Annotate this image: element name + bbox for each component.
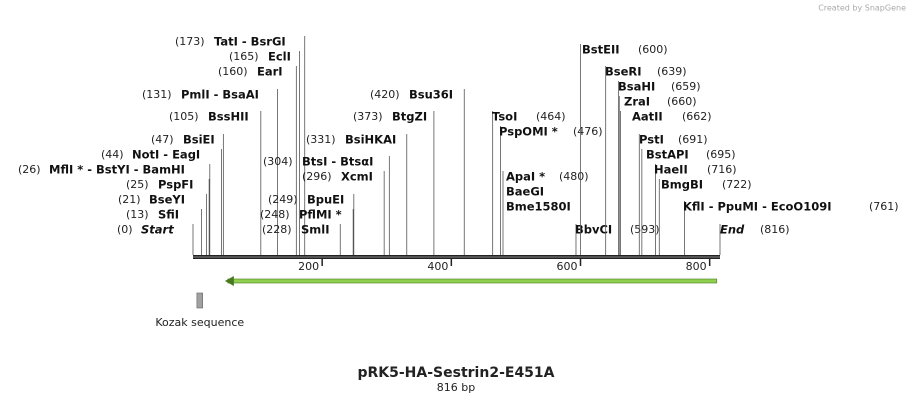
- site-name: AatII: [632, 110, 663, 124]
- site-position: (722): [722, 178, 752, 191]
- site-position: (249): [268, 193, 298, 206]
- site-name: KflI - PpuMI - EcoO109I: [683, 200, 831, 214]
- site-position: (13): [126, 208, 149, 221]
- watermark: Created by SnapGene: [818, 4, 906, 13]
- site-position: (662): [682, 110, 712, 123]
- site-position: (420): [370, 88, 400, 101]
- subtitle: 816 bp: [437, 381, 475, 394]
- ruler-label: 600: [557, 260, 578, 273]
- orf-arrowhead: [224, 276, 234, 286]
- site-name: XcmI: [341, 170, 373, 184]
- ruler-label: 800: [686, 260, 707, 273]
- site-name: BsiEI: [183, 133, 215, 147]
- site-position: (25): [126, 178, 149, 191]
- site-name: End: [720, 223, 745, 237]
- site-position: (660): [667, 95, 697, 108]
- site-position: (639): [657, 65, 687, 78]
- site-position: (695): [706, 148, 736, 161]
- site-name: BstEII: [582, 43, 620, 57]
- title: pRK5-HA-Sestrin2-E451A: [357, 365, 554, 381]
- site-position: (600): [638, 43, 668, 56]
- site-position: (44): [101, 148, 124, 161]
- site-name: SmlI: [301, 223, 330, 237]
- site-name: SfiI: [158, 208, 179, 222]
- site-name: BsiHKAI: [345, 133, 396, 147]
- site-position: (373): [353, 110, 383, 123]
- site-name: ApaI *: [506, 170, 545, 184]
- site-position: (593): [630, 223, 660, 236]
- ruler-label: 200: [298, 260, 319, 273]
- site-name: Bsu36I: [409, 88, 453, 102]
- site-name: Start: [141, 223, 174, 237]
- site-position: (659): [671, 80, 701, 93]
- site-position: (105): [169, 110, 199, 123]
- site-position: (761): [869, 200, 899, 213]
- site-name: Bme1580I: [506, 200, 571, 214]
- site-name: PspOMI *: [499, 125, 558, 139]
- site-name: BseRI: [605, 65, 642, 79]
- site-name: BsaHI: [618, 80, 655, 94]
- site-position: (228): [262, 223, 292, 236]
- site-name: BpuEI: [307, 193, 344, 207]
- site-position: (296): [302, 170, 332, 183]
- site-position: (26): [18, 163, 41, 176]
- site-name: BtgZI: [392, 110, 427, 124]
- site-position: (0): [117, 223, 133, 236]
- site-position: (21): [118, 193, 141, 206]
- site-name: BssHII: [208, 110, 249, 124]
- site-name: ZraI: [624, 95, 650, 109]
- site-name: NotI - EagI: [132, 148, 200, 162]
- site-position: (248): [260, 208, 290, 221]
- site-position: (331): [306, 133, 336, 146]
- site-position: (160): [218, 65, 248, 78]
- site-position: (476): [573, 125, 603, 138]
- site-position: (47): [151, 133, 174, 146]
- feature-label: Kozak sequence: [155, 316, 244, 329]
- site-name: BmgBI: [661, 178, 703, 192]
- ruler-label: 400: [427, 260, 448, 273]
- site-name: EarI: [257, 65, 283, 79]
- site-name: BstAPI: [646, 148, 689, 162]
- site-position: (464): [536, 110, 566, 123]
- site-name: PmlI - BsaAI: [181, 88, 259, 102]
- site-name: MflI * - BstYI - BamHI: [49, 163, 185, 177]
- orf-arrow: [227, 278, 718, 284]
- site-name: PstI: [639, 133, 664, 147]
- site-position: (816): [760, 223, 790, 236]
- site-position: (165): [229, 50, 259, 63]
- site-position: (691): [678, 133, 708, 146]
- site-name: PspFI: [158, 178, 193, 192]
- site-position: (480): [559, 170, 589, 183]
- backbone-gap: [193, 256, 720, 258]
- site-name: TsoI: [492, 110, 517, 124]
- site-name: PflMI *: [299, 208, 342, 222]
- site-position: (131): [142, 88, 172, 101]
- site-name: HaeII: [654, 163, 688, 177]
- site-name: TatI - BsrGI: [214, 35, 286, 49]
- site-name: BtsI - BtsαI: [302, 155, 373, 169]
- site-name: BbvCI: [575, 223, 612, 237]
- site-name: BaeGI: [506, 185, 544, 199]
- site-name: BseYI: [149, 193, 185, 207]
- site-name: EclI: [268, 50, 291, 64]
- site-position: (304): [263, 155, 293, 168]
- site-position: (716): [707, 163, 737, 176]
- site-position: (173): [175, 35, 205, 48]
- feature: [196, 292, 203, 309]
